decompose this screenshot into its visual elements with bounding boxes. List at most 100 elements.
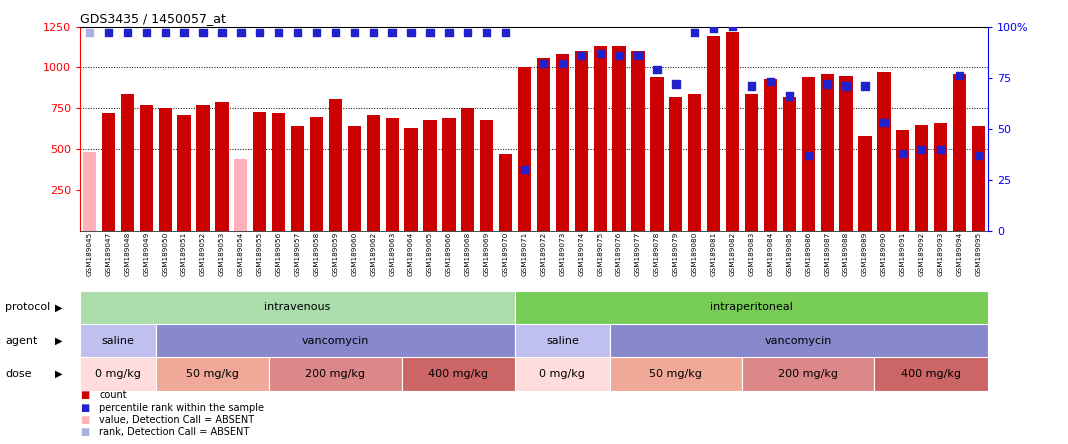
Text: 200 mg/kg: 200 mg/kg	[305, 369, 365, 379]
Bar	[726, 32, 739, 231]
Text: GSM189065: GSM189065	[427, 232, 433, 276]
Text: GSM189060: GSM189060	[351, 232, 358, 276]
Text: 200 mg/kg: 200 mg/kg	[779, 369, 838, 379]
Text: GSM189081: GSM189081	[710, 232, 717, 276]
Point	[194, 29, 211, 36]
Bar	[80, 291, 515, 324]
Text: GSM189058: GSM189058	[314, 232, 319, 276]
Point	[668, 80, 685, 87]
Bar	[269, 357, 402, 391]
Text: GSM189048: GSM189048	[124, 232, 130, 276]
Text: GSM189093: GSM189093	[938, 232, 944, 276]
Text: GSM189063: GSM189063	[389, 232, 395, 276]
Text: ■: ■	[80, 390, 90, 400]
Bar	[234, 159, 248, 231]
Text: 50 mg/kg: 50 mg/kg	[649, 369, 703, 379]
Text: GSM189047: GSM189047	[106, 232, 111, 276]
Text: 400 mg/kg: 400 mg/kg	[428, 369, 488, 379]
Text: GDS3435 / 1450057_at: GDS3435 / 1450057_at	[80, 12, 226, 25]
Bar	[405, 128, 418, 231]
Text: GSM189051: GSM189051	[182, 232, 187, 276]
Text: 0 mg/kg: 0 mg/kg	[95, 369, 141, 379]
Bar	[707, 36, 720, 231]
Point	[743, 82, 760, 89]
Point	[422, 29, 439, 36]
Point	[648, 66, 665, 73]
Bar	[612, 46, 626, 231]
Text: ■: ■	[80, 415, 90, 425]
Bar	[783, 97, 796, 231]
Bar	[402, 357, 515, 391]
Point	[497, 29, 514, 36]
Point	[516, 166, 533, 173]
Point	[857, 82, 874, 89]
Text: GSM189086: GSM189086	[805, 232, 812, 276]
Bar	[499, 154, 513, 231]
Bar	[650, 77, 663, 231]
Text: GSM189074: GSM189074	[578, 232, 584, 276]
Bar	[688, 94, 702, 231]
Bar	[348, 126, 361, 231]
Bar	[461, 108, 474, 231]
Text: count: count	[99, 390, 127, 400]
Bar	[518, 67, 531, 231]
Bar	[802, 77, 815, 231]
Point	[932, 146, 949, 153]
Bar	[423, 120, 437, 231]
Point	[251, 29, 268, 36]
Text: GSM189064: GSM189064	[408, 232, 414, 276]
Text: value, Detection Call = ABSENT: value, Detection Call = ABSENT	[99, 415, 254, 425]
Bar	[631, 51, 645, 231]
Text: GSM189092: GSM189092	[918, 232, 925, 276]
Bar	[744, 94, 758, 231]
Point	[970, 152, 987, 159]
Bar	[253, 111, 266, 231]
Bar	[366, 115, 380, 231]
Text: GSM189049: GSM189049	[143, 232, 150, 276]
Text: GSM189082: GSM189082	[729, 232, 736, 276]
Text: GSM189070: GSM189070	[503, 232, 508, 276]
Point	[175, 29, 192, 36]
Text: protocol: protocol	[5, 302, 50, 313]
Text: vancomycin: vancomycin	[765, 336, 832, 346]
Bar	[915, 125, 928, 231]
Text: GSM189077: GSM189077	[635, 232, 641, 276]
Bar	[875, 357, 988, 391]
Point	[913, 146, 930, 153]
Bar	[156, 357, 269, 391]
Point	[629, 52, 646, 59]
Bar	[140, 105, 153, 231]
Point	[138, 29, 155, 36]
Text: ▶: ▶	[54, 336, 63, 346]
Text: GSM189050: GSM189050	[162, 232, 168, 276]
Bar	[594, 46, 607, 231]
Text: GSM189078: GSM189078	[654, 232, 660, 276]
Point	[592, 50, 609, 57]
Text: 50 mg/kg: 50 mg/kg	[186, 369, 239, 379]
Text: GSM189094: GSM189094	[957, 232, 962, 276]
Text: vancomycin: vancomycin	[302, 336, 370, 346]
Text: GSM189072: GSM189072	[540, 232, 547, 276]
Point	[535, 60, 552, 67]
Point	[383, 29, 400, 36]
Bar	[953, 74, 967, 231]
Bar	[329, 99, 342, 231]
Point	[687, 29, 704, 36]
Text: intraperitoneal: intraperitoneal	[710, 302, 792, 313]
Point	[800, 152, 817, 159]
Point	[761, 78, 779, 85]
Bar	[859, 136, 871, 231]
Text: rank, Detection Call = ABSENT: rank, Detection Call = ABSENT	[99, 428, 250, 437]
Bar	[972, 126, 985, 231]
Bar	[610, 324, 988, 357]
Text: GSM189083: GSM189083	[749, 232, 754, 276]
Text: GSM189059: GSM189059	[332, 232, 339, 276]
Point	[403, 29, 420, 36]
Text: GSM189056: GSM189056	[276, 232, 282, 276]
Text: GSM189090: GSM189090	[881, 232, 886, 276]
Point	[308, 29, 325, 36]
Text: ▶: ▶	[54, 302, 63, 313]
Text: 400 mg/kg: 400 mg/kg	[901, 369, 961, 379]
Text: percentile rank within the sample: percentile rank within the sample	[99, 403, 264, 412]
Point	[894, 150, 911, 157]
